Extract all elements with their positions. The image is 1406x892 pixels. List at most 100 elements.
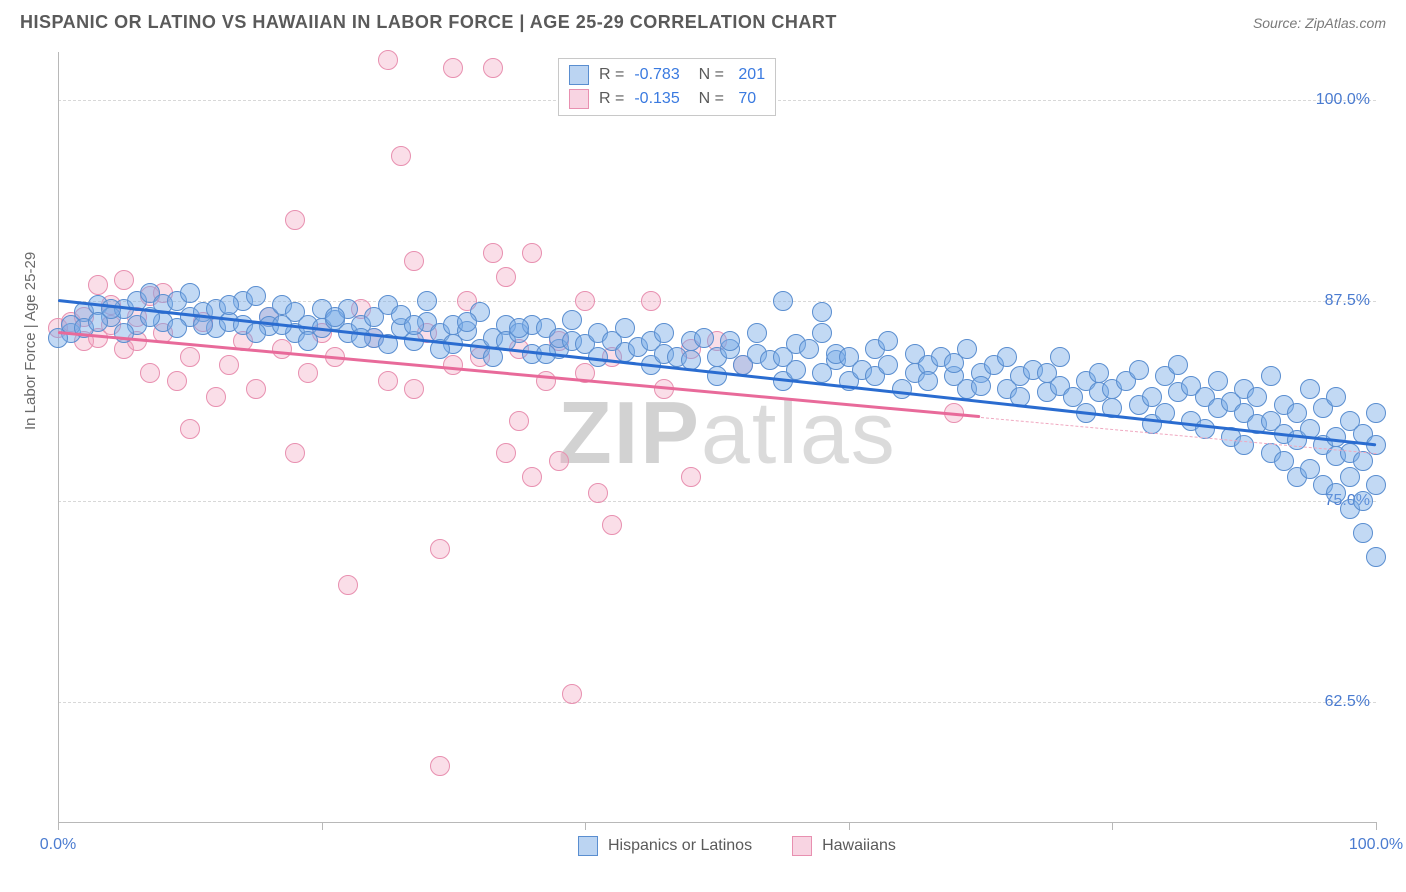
scatter-point [272, 339, 292, 359]
scatter-point [812, 323, 832, 343]
scatter-point [167, 318, 187, 338]
scatter-point [773, 291, 793, 311]
x-tick [1112, 822, 1113, 830]
scatter-point [588, 483, 608, 503]
scatter-point [1234, 435, 1254, 455]
scatter-point [417, 291, 437, 311]
scatter-point [483, 243, 503, 263]
scatter-point [443, 58, 463, 78]
legend-r-label: R = [599, 87, 624, 111]
x-axis [58, 822, 1376, 823]
scatter-point [918, 371, 938, 391]
x-tick [585, 822, 586, 830]
scatter-point [522, 467, 542, 487]
gridline-h [58, 501, 1376, 502]
scatter-point [391, 146, 411, 166]
scatter-point [549, 451, 569, 471]
legend-n-value: 201 [734, 63, 765, 87]
scatter-point [496, 443, 516, 463]
scatter-point [378, 50, 398, 70]
legend-r-value: -0.783 [634, 63, 679, 87]
legend-n-label: N = [690, 63, 724, 87]
scatter-point [654, 323, 674, 343]
scatter-point [1340, 467, 1360, 487]
legend-swatch [569, 89, 589, 109]
scatter-point [457, 312, 477, 332]
legend-row: R = -0.135 N = 70 [569, 87, 765, 111]
y-tick-label: 100.0% [1316, 91, 1370, 109]
scatter-point [1261, 366, 1281, 386]
legend-row: R = -0.783 N = 201 [569, 63, 765, 87]
scatter-point [404, 315, 424, 335]
scatter-point [285, 443, 305, 463]
scatter-point [430, 539, 450, 559]
scatter-point [1353, 523, 1373, 543]
scatter-point [522, 243, 542, 263]
y-tick-label: 87.5% [1325, 292, 1370, 310]
x-tick [849, 822, 850, 830]
scatter-point [180, 283, 200, 303]
legend-r-value: -0.135 [634, 87, 679, 111]
scatter-point [509, 411, 529, 431]
scatter-point [88, 275, 108, 295]
scatter-point [1326, 387, 1346, 407]
scatter-point [298, 331, 318, 351]
legend-swatch [569, 65, 589, 85]
scatter-point [997, 347, 1017, 367]
scatter-point [615, 318, 635, 338]
scatter-point [1129, 360, 1149, 380]
x-tick [322, 822, 323, 830]
x-tick-label: 0.0% [40, 836, 76, 854]
scatter-point [1366, 403, 1386, 423]
scatter-point [180, 419, 200, 439]
watermark: ZIPatlas [558, 382, 897, 484]
scatter-point [536, 371, 556, 391]
scatter-point [509, 318, 529, 338]
scatter-point [167, 371, 187, 391]
gridline-h [58, 702, 1376, 703]
scatter-point [404, 379, 424, 399]
scatter-point [430, 756, 450, 776]
scatter-point [575, 291, 595, 311]
scatter-point [298, 363, 318, 383]
scatter-point [285, 210, 305, 230]
y-axis [58, 52, 59, 822]
legend-n-label: N = [690, 87, 724, 111]
scatter-point [219, 355, 239, 375]
scatter-point [246, 323, 266, 343]
y-axis-title: In Labor Force | Age 25-29 [22, 252, 39, 430]
legend-series: Hispanics or Latinos Hawaiians [578, 836, 926, 856]
scatter-point [720, 331, 740, 351]
legend-series-label: Hawaiians [822, 837, 896, 855]
scatter-point [140, 363, 160, 383]
scatter-point [1300, 379, 1320, 399]
scatter-point [681, 467, 701, 487]
scatter-point [246, 379, 266, 399]
scatter-point [1353, 491, 1373, 511]
scatter-point [404, 251, 424, 271]
scatter-point [1353, 451, 1373, 471]
scatter-point [812, 302, 832, 322]
chart-header: HISPANIC OR LATINO VS HAWAIIAN IN LABOR … [0, 0, 1406, 39]
chart-source: Source: ZipAtlas.com [1253, 15, 1386, 31]
legend-series-label: Hispanics or Latinos [608, 837, 752, 855]
scatter-point [1208, 371, 1228, 391]
scatter-point [1168, 355, 1188, 375]
scatter-point [483, 58, 503, 78]
scatter-point [562, 684, 582, 704]
scatter-point [325, 307, 345, 327]
scatter-point [443, 355, 463, 375]
scatter-point [496, 267, 516, 287]
chart-title: HISPANIC OR LATINO VS HAWAIIAN IN LABOR … [20, 12, 837, 33]
scatter-point [246, 286, 266, 306]
scatter-point [878, 355, 898, 375]
x-tick [1376, 822, 1377, 830]
scatter-point [378, 371, 398, 391]
plot-area: 100.0%87.5%75.0%62.5%0.0%100.0%ZIPatlasR… [58, 52, 1376, 822]
scatter-point [1366, 547, 1386, 567]
scatter-point [786, 360, 806, 380]
scatter-point [562, 310, 582, 330]
legend-n-value: 70 [734, 87, 756, 111]
scatter-point [219, 295, 239, 315]
legend-r-label: R = [599, 63, 624, 87]
